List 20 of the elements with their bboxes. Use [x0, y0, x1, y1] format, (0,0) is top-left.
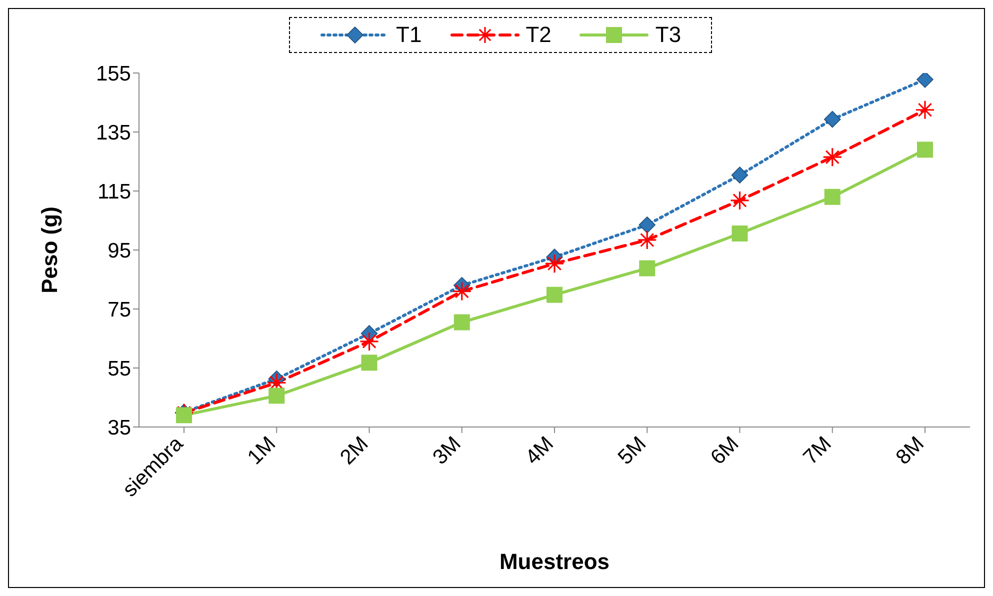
y-tick-label: 115: [98, 180, 131, 204]
x-tick-label: 5M: [614, 432, 651, 470]
x-tick-label: 7M: [799, 432, 836, 470]
x-tick-label: 8M: [892, 432, 929, 470]
y-tick-label: 75: [108, 298, 131, 322]
legend-label: T2: [526, 22, 552, 48]
legend-label: T1: [396, 22, 422, 48]
y-tick-label: 55: [108, 357, 131, 380]
x-axis-title: Muestreos: [499, 549, 610, 574]
y-axis-title: Peso (g): [36, 206, 62, 294]
x-tick-label: 6M: [706, 432, 744, 470]
x-tick-label: 1M: [243, 432, 280, 470]
x-tick-label: 2M: [336, 432, 373, 470]
x-tick-label: 4M: [521, 432, 558, 470]
y-tick-label: 135: [96, 121, 131, 144]
y-tick-label: 155: [96, 62, 131, 86]
x-tick-label: 3M: [428, 432, 466, 470]
y-tick-label: 35: [108, 416, 131, 440]
y-tick-label: 95: [108, 239, 131, 262]
legend-label: T3: [655, 22, 682, 48]
